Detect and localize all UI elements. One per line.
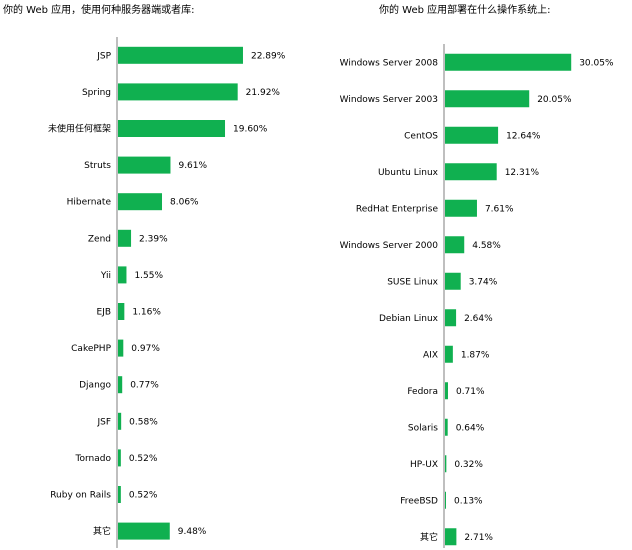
data-label: 0.71% bbox=[456, 387, 485, 397]
category-label: EJB bbox=[96, 308, 111, 318]
bar bbox=[118, 339, 124, 357]
data-label: 12.64% bbox=[506, 131, 541, 141]
bar bbox=[445, 163, 497, 181]
bar bbox=[445, 345, 453, 363]
category-label: Django bbox=[79, 381, 111, 391]
category-label: Struts bbox=[84, 161, 111, 171]
bar bbox=[118, 412, 122, 430]
data-label: 0.97% bbox=[131, 344, 160, 354]
bar bbox=[118, 193, 163, 211]
bar bbox=[445, 53, 572, 71]
data-label: 0.77% bbox=[130, 381, 159, 391]
data-label: 1.55% bbox=[134, 271, 163, 281]
category-label: Zend bbox=[88, 234, 111, 244]
category-label: HP-UX bbox=[410, 460, 438, 470]
category-label: Ruby on Rails bbox=[50, 491, 111, 501]
category-label: Windows Server 2000 bbox=[340, 241, 439, 251]
category-label: Debian Linux bbox=[379, 314, 439, 324]
category-label: AIX bbox=[423, 350, 438, 360]
data-label: 2.64% bbox=[464, 314, 493, 324]
data-label: 0.32% bbox=[454, 460, 483, 470]
data-label: 19.60% bbox=[233, 125, 268, 135]
bar bbox=[445, 491, 446, 509]
category-label: Fedora bbox=[407, 387, 438, 397]
bar bbox=[118, 449, 121, 467]
data-label: 9.61% bbox=[178, 161, 207, 171]
bar bbox=[118, 120, 226, 137]
bar bbox=[118, 156, 171, 174]
category-label: SUSE Linux bbox=[387, 277, 438, 287]
category-label: 其它 bbox=[93, 525, 111, 537]
category-label: Yii bbox=[100, 271, 111, 281]
data-label: 22.89% bbox=[251, 51, 286, 61]
category-label: Ubuntu Linux bbox=[378, 168, 439, 178]
data-label: 0.58% bbox=[129, 417, 158, 427]
chart-title: 你的 Web 应用部署在什么操作系统上: bbox=[379, 5, 551, 16]
data-label: 0.52% bbox=[129, 491, 158, 501]
category-label: Spring bbox=[82, 88, 111, 98]
bar bbox=[445, 455, 447, 473]
data-label: 20.05% bbox=[537, 95, 572, 105]
bar-chart-server-frameworks: JSP 22.89% Spring 21.92% 未使用任何框架 19.60% Struts… bbox=[48, 37, 286, 548]
bar bbox=[118, 376, 123, 394]
category-label: Windows Server 2008 bbox=[340, 58, 439, 68]
data-label: 9.48% bbox=[178, 527, 207, 537]
bar bbox=[445, 126, 499, 144]
category-label: Tornado bbox=[75, 454, 112, 464]
data-label: 30.05% bbox=[579, 58, 614, 68]
chart-title: 你的 Web 应用，使用何种服务器端或者库: bbox=[3, 5, 195, 16]
bar bbox=[445, 528, 457, 546]
bar bbox=[445, 90, 530, 108]
data-label: 2.39% bbox=[139, 234, 168, 244]
bar-chart-operating-systems: Windows Server 2008 30.05% Windows Server … bbox=[340, 44, 614, 548]
bar bbox=[445, 236, 465, 254]
data-label: 1.16% bbox=[132, 308, 161, 318]
bar bbox=[118, 266, 127, 284]
bar bbox=[445, 199, 477, 217]
category-label: 其它 bbox=[420, 531, 438, 543]
data-label: 8.06% bbox=[170, 198, 199, 208]
data-label: 1.87% bbox=[461, 350, 490, 360]
data-label: 21.92% bbox=[246, 88, 281, 98]
chart-panel-server-frameworks: 你的 Web 应用，使用何种服务器端或者库: JSP 22.89% Spring 21… bbox=[3, 5, 286, 548]
category-label: Hibernate bbox=[67, 198, 112, 208]
category-label: JSP bbox=[96, 51, 111, 61]
category-label: CentOS bbox=[404, 131, 438, 141]
bar bbox=[118, 303, 125, 320]
bar bbox=[445, 309, 457, 327]
data-label: 7.61% bbox=[485, 204, 514, 214]
bar bbox=[445, 418, 448, 436]
category-label: JSF bbox=[96, 417, 111, 427]
data-label: 0.52% bbox=[129, 454, 158, 464]
bar bbox=[118, 83, 238, 101]
category-label: Solaris bbox=[408, 423, 438, 433]
data-label: 0.64% bbox=[456, 423, 485, 433]
data-label: 2.71% bbox=[464, 533, 493, 543]
category-label: RedHat Enterprise bbox=[356, 204, 439, 214]
category-label: Windows Server 2003 bbox=[340, 95, 438, 105]
bar bbox=[118, 229, 132, 247]
bar bbox=[445, 272, 461, 290]
data-label: 12.31% bbox=[505, 168, 540, 178]
data-label: 4.58% bbox=[472, 241, 501, 251]
bar bbox=[118, 522, 170, 540]
chart-panel-operating-systems: 你的 Web 应用部署在什么操作系统上: Windows Server 2008… bbox=[316, 0, 632, 550]
category-label: FreeBSD bbox=[400, 496, 438, 506]
data-label: 3.74% bbox=[469, 277, 498, 287]
bar bbox=[118, 46, 243, 64]
category-label: CakePHP bbox=[71, 344, 111, 354]
category-label: 未使用任何框架 bbox=[48, 123, 111, 135]
bar bbox=[118, 486, 121, 503]
data-label: 0.13% bbox=[454, 496, 483, 506]
bar bbox=[445, 382, 448, 400]
